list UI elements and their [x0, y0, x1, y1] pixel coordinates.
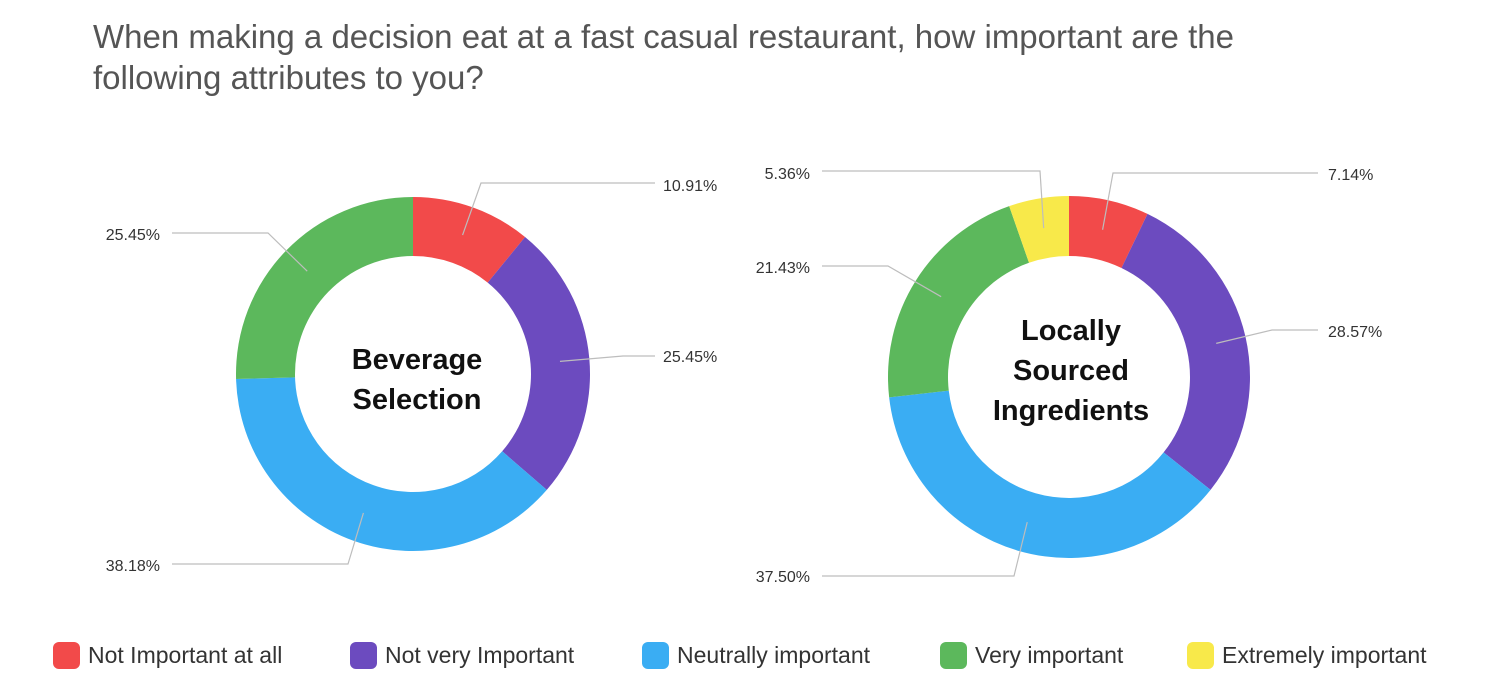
donut-1-slice-4 — [236, 197, 413, 380]
donut-1-slice-1 — [413, 197, 526, 283]
donut-2-value-label-5: 5.36% — [765, 166, 810, 183]
legend-label-neutrally-important: Neutrally important — [677, 641, 871, 668]
donut-1-center-label-2: Selection — [353, 384, 482, 416]
donut-1-leader-1 — [462, 182, 655, 236]
legend-swatch-not-important — [53, 641, 80, 669]
donut-2-slice-2 — [1121, 213, 1251, 490]
legend-swatch-extremely-important — [1187, 641, 1214, 669]
donut-charts: 10.91% 25.45% 38.18% 25.45% Beverage Selectio… — [106, 166, 1383, 586]
legend-item-extremely-important: Extremely important — [1187, 638, 1427, 672]
legend-label-not-very-important: Not very Important — [385, 641, 575, 668]
donut-2-value-label-3: 37.50% — [756, 569, 810, 586]
legend-label-not-important: Not Important at all — [88, 641, 283, 668]
legend-swatch-not-very-important — [350, 641, 377, 669]
donut-1-value-label-2: 25.45% — [663, 349, 717, 366]
legend-item-neutrally-important: Neutrally important — [642, 638, 870, 672]
title-line-2: following attributes to you? — [93, 59, 484, 96]
donut-2-value-label-1: 7.14% — [1328, 167, 1373, 184]
chart-title: When making a decision eat at a fast cas… — [93, 16, 1433, 98]
donut-2-leader-2 — [1216, 329, 1318, 344]
donut-1-value-label-4: 25.45% — [106, 227, 160, 244]
donut-2-center-label-2: Sourced — [1013, 355, 1129, 387]
legend-label-extremely-important: Extremely important — [1222, 641, 1427, 668]
donut-1-leader-3 — [172, 512, 364, 565]
donut-1-slice-2 — [487, 236, 590, 490]
title-line-1: When making a decision eat at a fast cas… — [93, 18, 1234, 55]
donut-2-value-label-2: 28.57% — [1328, 324, 1382, 341]
legend-item-not-important: Not Important at all — [53, 638, 282, 672]
donut-1-value-label-1: 10.91% — [663, 178, 717, 195]
donut-2-leader-3 — [822, 521, 1028, 577]
donut-2-slice-3 — [889, 390, 1211, 559]
legend-item-very-important: Very important — [940, 638, 1123, 672]
legend-label-very-important: Very important — [975, 641, 1124, 668]
donut-1-center-label-1: Beverage — [352, 344, 483, 376]
donut-2-value-label-4: 21.43% — [756, 260, 810, 277]
donut-2-center-label-1: Locally — [1021, 315, 1121, 347]
donut-1-value-label-3: 38.18% — [106, 558, 160, 575]
donut-2-leader-5 — [822, 170, 1045, 229]
donut-1-slice-3 — [236, 377, 547, 551]
donut-2-slice-1 — [1069, 196, 1148, 268]
chart-legend: Not Important at all Not very Important … — [0, 638, 1500, 672]
donut-2-slice-4 — [888, 206, 1030, 398]
donut-1-leader-4 — [172, 232, 308, 272]
donut-1-leader-2 — [559, 355, 655, 362]
donut-2-slice-5 — [1009, 196, 1069, 263]
legend-swatch-very-important — [940, 641, 967, 669]
legend-item-not-very-important: Not very Important — [350, 638, 574, 672]
donut-2-center-label-3: Ingredients — [993, 395, 1149, 427]
legend-swatch-neutrally-important — [642, 641, 669, 669]
donut-2-leader-1 — [1101, 172, 1318, 230]
donut-2-leader-4 — [822, 265, 942, 298]
